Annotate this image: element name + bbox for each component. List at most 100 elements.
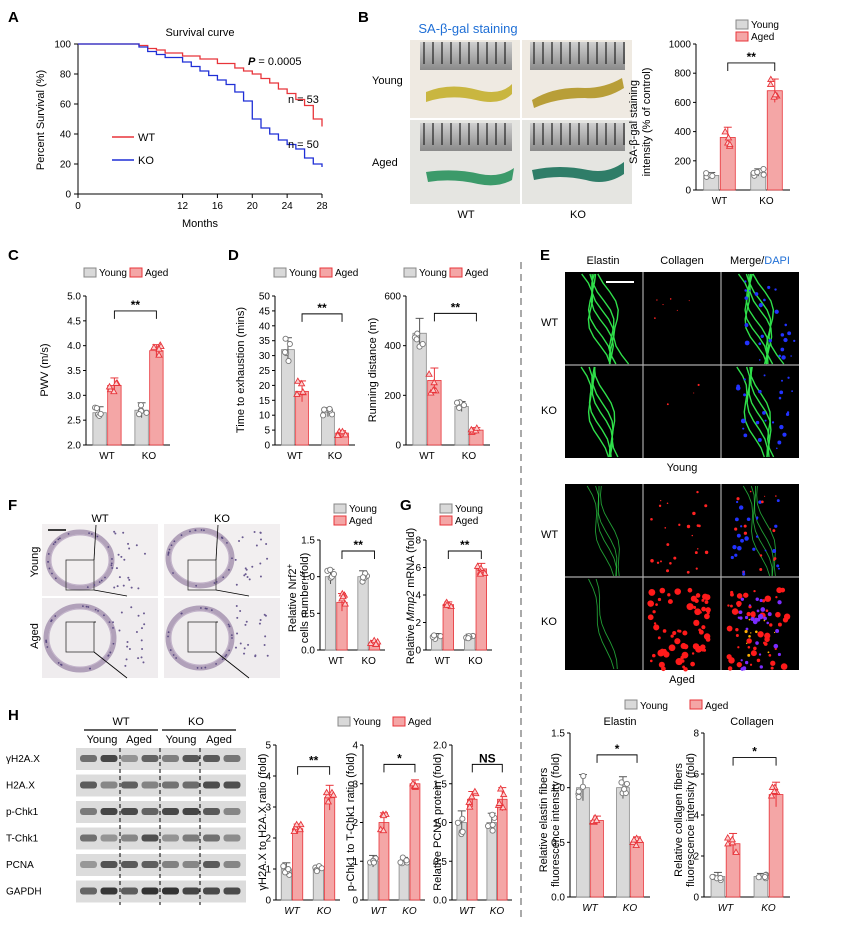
- y-tick-label: 0: [264, 441, 270, 452]
- legend-wt: WT: [138, 132, 155, 144]
- h-legend: Young Aged: [337, 716, 431, 728]
- signal-dot: [759, 554, 763, 557]
- nucleus: [104, 576, 106, 579]
- signal-dot: [691, 534, 693, 537]
- nucleus: [107, 546, 110, 548]
- data-point: [324, 797, 333, 805]
- signal-dot: [763, 298, 766, 302]
- signal-dot: [744, 629, 748, 634]
- nucleus: [110, 564, 113, 567]
- legend-label-young: Young: [419, 268, 447, 279]
- signal-dot: [755, 420, 760, 425]
- x-tick-label: 24: [282, 201, 294, 212]
- signal-dot: [756, 617, 761, 622]
- x-tick-label: WT: [328, 656, 344, 667]
- signal-dot: [649, 659, 653, 663]
- zoom-line: [93, 651, 128, 679]
- f-row-young: Young: [29, 547, 41, 578]
- fiber: [581, 273, 611, 365]
- signal-dot: [727, 666, 733, 671]
- blot-band: [223, 808, 241, 815]
- nucleus: [96, 535, 99, 538]
- signal-dot: [735, 500, 739, 504]
- x-tick-label: KO: [468, 656, 483, 667]
- signal-dot: [742, 427, 745, 430]
- signal-dot: [737, 545, 742, 551]
- x-tick-label: WT: [582, 903, 598, 914]
- fiber: [744, 273, 768, 365]
- significance-bracket: [471, 763, 503, 773]
- bar-aged-ko: [475, 568, 487, 651]
- signal-dot: [680, 642, 687, 649]
- data-point: [112, 379, 121, 386]
- y-tick-label: 4.5: [67, 316, 81, 327]
- nucleus: [248, 578, 251, 581]
- nucleus: [97, 609, 99, 612]
- y-tick-label: 15: [259, 396, 271, 407]
- signal-dot: [688, 300, 690, 302]
- vessel-ring-inner: [170, 532, 230, 584]
- b-row-aged: Aged: [372, 157, 398, 169]
- y-tick-label: 0: [693, 893, 699, 904]
- signal-dot: [756, 609, 760, 613]
- bar-aged-ko: [766, 90, 783, 191]
- legend-label-young: Young: [99, 268, 127, 279]
- nucleus: [204, 666, 207, 669]
- data-point: [379, 826, 388, 834]
- y-tick-label: 8: [415, 536, 421, 547]
- nucleus: [230, 634, 233, 637]
- x-tick-label: KO: [328, 451, 343, 462]
- signal-dot: [747, 645, 751, 649]
- data-point: [299, 388, 307, 395]
- vessel-ring: [43, 603, 117, 673]
- signal-dot: [698, 524, 701, 528]
- y-tick-label: 20: [60, 160, 72, 171]
- legend-label-aged: Aged: [455, 516, 478, 527]
- bar-aged-ko: [324, 797, 336, 901]
- y-tick-label: 0: [352, 896, 358, 907]
- nucleus: [231, 637, 233, 639]
- e-group-aged: Aged: [669, 674, 695, 686]
- signal-dot: [780, 663, 788, 670]
- nucleus: [87, 606, 90, 608]
- signal-dot: [755, 641, 759, 645]
- blot-band: [203, 755, 220, 762]
- y-tick-label: 0.0: [301, 646, 315, 657]
- signal-dot: [693, 392, 695, 394]
- nucleus: [172, 654, 175, 656]
- y-tick-label: 400: [674, 127, 691, 138]
- data-point: [155, 345, 163, 352]
- nucleus: [54, 615, 57, 617]
- nucleus: [246, 575, 249, 578]
- fiber: [586, 485, 615, 577]
- y-tick-label: 5: [264, 426, 270, 437]
- signal-dot: [701, 625, 706, 630]
- data-point: [136, 411, 143, 418]
- signal-dot: [745, 660, 749, 665]
- nucleus: [58, 537, 61, 540]
- data-point: [321, 406, 328, 413]
- signal-dot: [746, 517, 751, 522]
- data-point: [703, 170, 710, 177]
- signal-dot: [791, 390, 793, 393]
- nucleus: [128, 578, 131, 581]
- signal-dot: [755, 597, 759, 601]
- signal-dot: [698, 629, 704, 635]
- blot-band: [182, 755, 200, 762]
- fiber: [588, 366, 611, 458]
- signal-dot: [773, 643, 779, 649]
- western-blots: γH2A.X H2A.X p-Chk1 T-Chk1 PCNA GAPDH: [6, 748, 246, 905]
- nucleus: [265, 543, 268, 546]
- legend-label-young: Young: [640, 701, 668, 712]
- fiber: [736, 366, 765, 458]
- fiber: [593, 366, 619, 458]
- y-tick-label: 0: [265, 896, 271, 907]
- blot-band: [100, 834, 118, 842]
- data-point: [496, 784, 505, 792]
- signal-dot: [658, 504, 662, 508]
- signal-dot: [697, 548, 699, 550]
- signal-dot: [785, 412, 790, 416]
- h-ylabel-1: γH2A.X to H2A.X ratio (fold): [257, 754, 269, 891]
- data-point: [618, 779, 625, 786]
